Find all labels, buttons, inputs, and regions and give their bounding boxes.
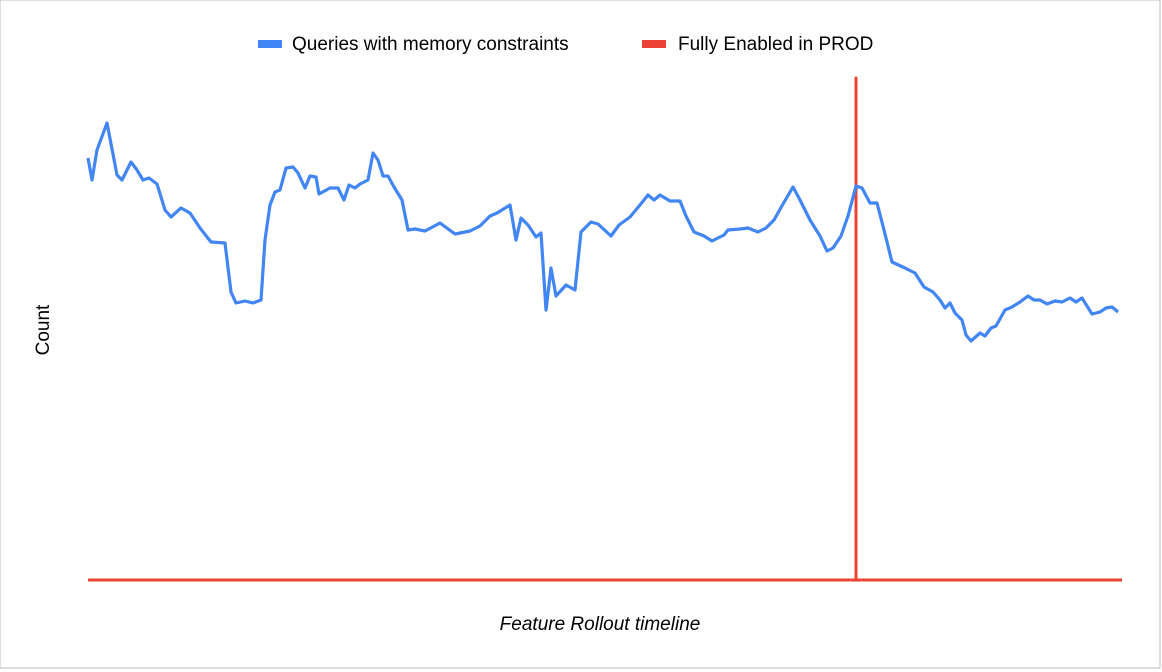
x-axis-label: Feature Rollout timeline (500, 614, 701, 635)
series-line (86, 121, 1120, 343)
legend-label: Queries with memory constraints (292, 34, 569, 55)
legend-swatch (642, 40, 666, 48)
legend-swatch (258, 40, 282, 48)
legend-label: Fully Enabled in PROD (678, 34, 873, 55)
series-line (88, 76, 1122, 582)
legend: Queries with memory constraints Fully Ena… (258, 34, 873, 55)
y-axis-label: Count (33, 304, 54, 355)
plot-area (86, 76, 1122, 582)
